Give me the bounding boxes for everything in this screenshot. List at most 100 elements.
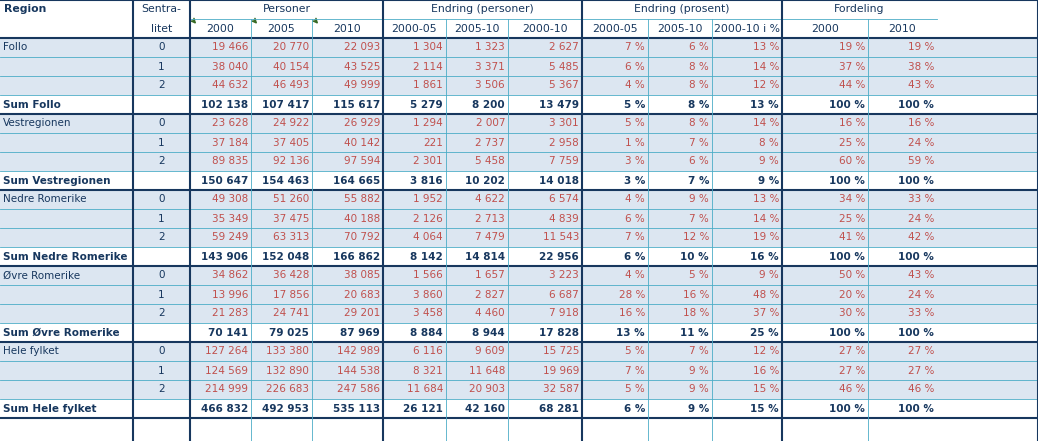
Text: 24 %: 24 %	[907, 138, 934, 147]
Text: 2 737: 2 737	[475, 138, 506, 147]
Text: 25 %: 25 %	[839, 138, 865, 147]
Text: 9 609: 9 609	[475, 347, 506, 356]
Text: 0: 0	[158, 194, 165, 205]
Text: 8 %: 8 %	[689, 61, 709, 71]
Text: 68 281: 68 281	[539, 404, 579, 414]
Text: 3 458: 3 458	[413, 309, 443, 318]
Text: 132 890: 132 890	[266, 366, 309, 375]
Text: 37 %: 37 %	[839, 61, 865, 71]
Text: 8 %: 8 %	[687, 100, 709, 109]
Bar	[0, 247, 1038, 266]
Text: 16 %: 16 %	[619, 309, 645, 318]
Text: 11 543: 11 543	[543, 232, 579, 243]
Text: 20 903: 20 903	[469, 385, 506, 395]
Text: 42 %: 42 %	[907, 232, 934, 243]
Text: 6 %: 6 %	[625, 213, 645, 224]
Text: 9 %: 9 %	[688, 404, 709, 414]
Text: 63 313: 63 313	[273, 232, 309, 243]
Text: 115 617: 115 617	[333, 100, 380, 109]
Text: 7 %: 7 %	[689, 213, 709, 224]
Text: 4 %: 4 %	[625, 81, 645, 90]
Text: 3 %: 3 %	[624, 176, 645, 186]
Text: 37 475: 37 475	[273, 213, 309, 224]
Text: 32 587: 32 587	[543, 385, 579, 395]
Text: 35 349: 35 349	[212, 213, 248, 224]
Text: 1 861: 1 861	[413, 81, 443, 90]
Text: 2000-10 i %: 2000-10 i %	[714, 23, 780, 34]
Text: 19 466: 19 466	[212, 42, 248, 52]
Text: 19 %: 19 %	[753, 232, 778, 243]
Bar	[0, 152, 1038, 171]
Text: 535 113: 535 113	[333, 404, 380, 414]
Text: 4 460: 4 460	[475, 309, 506, 318]
Text: Øvre Romerike: Øvre Romerike	[3, 270, 80, 280]
Bar	[0, 228, 1038, 247]
Text: 0: 0	[158, 42, 165, 52]
Text: 1 %: 1 %	[625, 138, 645, 147]
Text: 89 835: 89 835	[212, 157, 248, 167]
Text: 2: 2	[158, 81, 165, 90]
Text: 8 200: 8 200	[472, 100, 506, 109]
Text: 7 %: 7 %	[689, 138, 709, 147]
Text: 24 922: 24 922	[273, 119, 309, 128]
Text: 0: 0	[158, 119, 165, 128]
Bar	[0, 57, 1038, 76]
Text: 2: 2	[158, 309, 165, 318]
Text: 17 828: 17 828	[539, 328, 579, 337]
Text: 6 %: 6 %	[689, 42, 709, 52]
Text: 1 952: 1 952	[413, 194, 443, 205]
Text: 3 223: 3 223	[549, 270, 579, 280]
Bar	[0, 342, 1038, 361]
Text: 37 405: 37 405	[273, 138, 309, 147]
Text: 6 574: 6 574	[549, 194, 579, 205]
Text: 1 294: 1 294	[413, 119, 443, 128]
Text: Sentra-: Sentra-	[141, 4, 182, 15]
Bar	[0, 380, 1038, 399]
Text: Sum Follo: Sum Follo	[3, 100, 61, 109]
Text: 40 154: 40 154	[273, 61, 309, 71]
Text: 4 %: 4 %	[625, 194, 645, 205]
Text: 34 862: 34 862	[212, 270, 248, 280]
Text: 166 862: 166 862	[333, 251, 380, 262]
Bar	[0, 266, 1038, 285]
Text: 100 %: 100 %	[898, 100, 934, 109]
Text: 2: 2	[158, 232, 165, 243]
Text: 55 882: 55 882	[344, 194, 380, 205]
Text: 28 %: 28 %	[619, 289, 645, 299]
Text: 49 999: 49 999	[344, 81, 380, 90]
Text: 100 %: 100 %	[829, 404, 865, 414]
Text: 9 %: 9 %	[689, 366, 709, 375]
Text: 1 323: 1 323	[475, 42, 506, 52]
Text: 8 %: 8 %	[759, 138, 778, 147]
Text: 16 %: 16 %	[750, 251, 778, 262]
Bar	[0, 171, 1038, 190]
Text: 2 827: 2 827	[475, 289, 506, 299]
Text: 6 116: 6 116	[413, 347, 443, 356]
Text: 37 %: 37 %	[753, 309, 778, 318]
Text: Follo: Follo	[3, 42, 27, 52]
Text: 5 %: 5 %	[624, 100, 645, 109]
Text: 20 %: 20 %	[839, 289, 865, 299]
Text: 19 969: 19 969	[543, 366, 579, 375]
Text: 13 %: 13 %	[750, 100, 778, 109]
Text: 23 628: 23 628	[212, 119, 248, 128]
Text: 44 632: 44 632	[212, 81, 248, 90]
Text: 46 %: 46 %	[839, 385, 865, 395]
Text: Sum Nedre Romerike: Sum Nedre Romerike	[3, 251, 128, 262]
Text: 51 260: 51 260	[273, 194, 309, 205]
Text: 133 380: 133 380	[266, 347, 309, 356]
Text: 37 184: 37 184	[212, 138, 248, 147]
Text: 14 %: 14 %	[753, 213, 778, 224]
Text: 27 %: 27 %	[839, 347, 865, 356]
Text: 12 %: 12 %	[753, 347, 778, 356]
Text: 2 007: 2 007	[475, 119, 506, 128]
Text: 3 %: 3 %	[625, 157, 645, 167]
Text: Vestregionen: Vestregionen	[3, 119, 72, 128]
Text: 79 025: 79 025	[269, 328, 309, 337]
Bar	[0, 399, 1038, 418]
Text: 100 %: 100 %	[829, 251, 865, 262]
Text: 2 301: 2 301	[413, 157, 443, 167]
Bar	[0, 304, 1038, 323]
Bar	[0, 190, 1038, 209]
Text: 92 136: 92 136	[273, 157, 309, 167]
